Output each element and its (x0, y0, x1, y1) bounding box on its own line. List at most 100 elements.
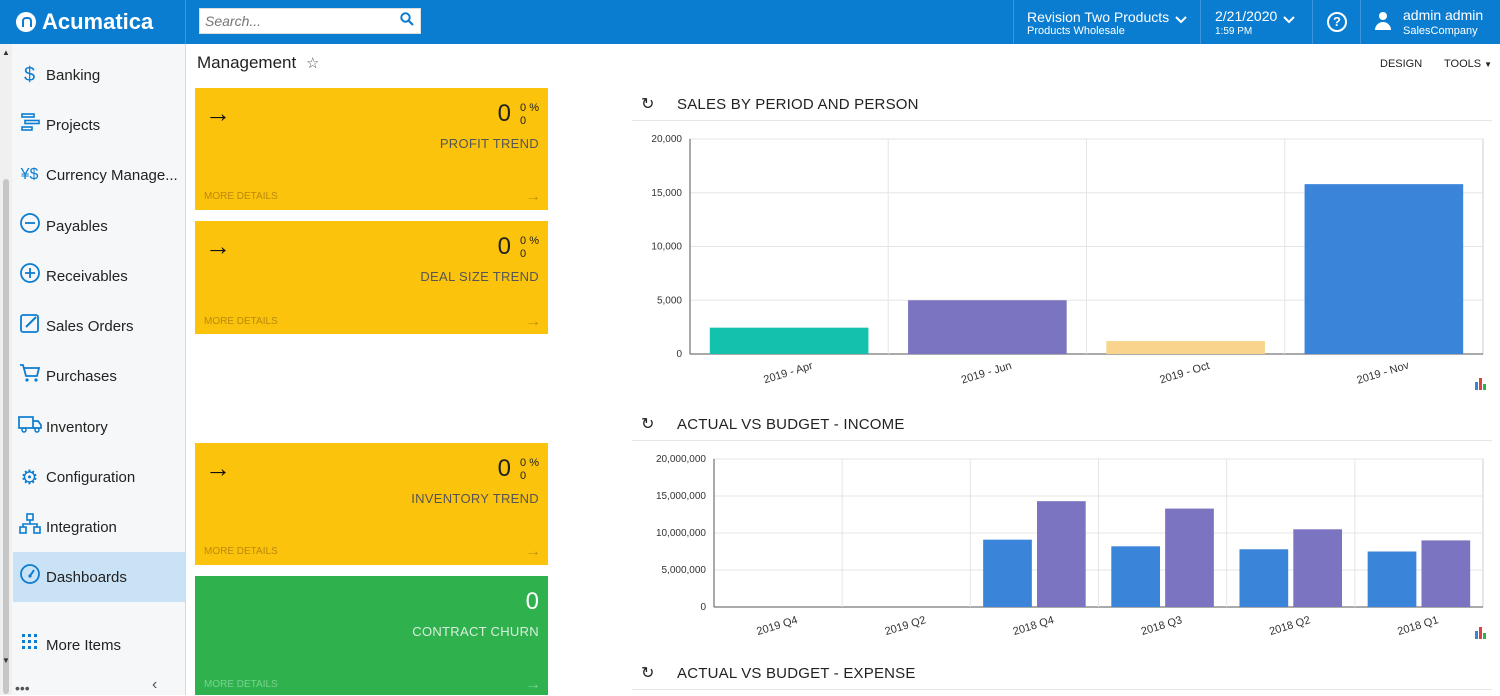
chart-header-sales: ↻ SALES BY PERIOD AND PERSON (641, 94, 919, 114)
company-selector[interactable]: Revision Two Products Products Wholesale (1013, 0, 1200, 44)
sidebar-item-sales-orders[interactable]: Sales Orders (13, 301, 185, 351)
collapse-sidebar-icon[interactable]: ‹ (152, 676, 158, 693)
x-tick-label: 2019 - Nov (1356, 359, 1411, 386)
sidebar-item-label: Dashboards (46, 568, 127, 586)
edit-icon (13, 312, 46, 340)
sidebar-item-dashboards[interactable]: Dashboards (13, 552, 185, 602)
sidebar-item-configuration[interactable]: ⚙ Configuration (13, 452, 185, 502)
arrow-right-icon[interactable]: → (525, 676, 541, 693)
cart-icon (13, 362, 46, 390)
x-tick-label: 2019 - Jun (960, 360, 1013, 387)
search-icon[interactable] (400, 12, 414, 29)
chart-type-icon[interactable] (1475, 627, 1487, 639)
sidebar-item-integration[interactable]: Integration (13, 502, 185, 552)
more-details-link[interactable]: MORE DETAILS (204, 316, 278, 327)
projects-icon (13, 112, 46, 138)
kpi-percent: 0 % 0 (520, 102, 539, 127)
more-details-link[interactable]: MORE DETAILS (204, 679, 278, 690)
design-button[interactable]: DESIGN (1380, 58, 1423, 70)
sidebar-item-projects[interactable]: Projects (13, 100, 185, 150)
sidebar-item-label: Purchases (46, 367, 117, 385)
search-box[interactable] (199, 8, 421, 34)
truck-icon (13, 414, 46, 440)
sidebar-item-banking[interactable]: $ Banking (13, 50, 185, 100)
sales-by-period-chart: 0 5,000 10,000 15,000 20,000 2019 - Apr 2019 -… (651, 134, 1484, 387)
bar (1165, 508, 1214, 607)
chevron-down-icon (1174, 13, 1188, 30)
sidebar-item-purchases[interactable]: Purchases (13, 351, 185, 401)
divider (632, 440, 1492, 441)
dashboard-icon (13, 563, 46, 591)
arrow-right-icon: → (205, 453, 231, 483)
arrow-right-icon[interactable]: → (525, 543, 541, 560)
y-tick-label: 15,000,000 (656, 491, 706, 502)
arrow-right-icon: → (205, 231, 231, 261)
sidebar-item-label: Projects (46, 116, 101, 134)
y-tick-label: 10,000 (651, 242, 682, 253)
y-tick-label: 20,000,000 (656, 454, 706, 465)
scroll-down-icon[interactable]: ▼ (2, 656, 10, 665)
sidebar-item-label: More Items (46, 636, 122, 654)
scroll-up-icon[interactable]: ▲ (2, 48, 10, 57)
kpi-tile-profit-trend[interactable]: → 0 0 % 0 PROFIT TREND MORE DETAILS → (195, 88, 548, 210)
logo-text: Acumatica (42, 9, 154, 34)
arrow-right-icon[interactable]: → (525, 188, 541, 205)
sidebar-item-currency-management[interactable]: ¥$ Currency Manage... (13, 150, 185, 200)
help-button[interactable]: ? (1312, 0, 1360, 44)
x-tick-label: 2019 Q2 (883, 614, 927, 638)
top-bar: Acumatica Revision Two Products Products… (0, 0, 1500, 44)
logo[interactable]: Acumatica (0, 0, 186, 44)
actual-vs-budget-income-chart: 0 5,000,000 10,000,000 15,000,000 20,000,000… (656, 454, 1484, 638)
sidebar-item-label: Configuration (46, 468, 136, 486)
kpi-title: PROFIT TREND (439, 136, 539, 151)
business-date: 2/21/2020 (1215, 8, 1278, 24)
search-input[interactable] (200, 9, 390, 33)
y-tick-label: 5,000,000 (662, 565, 707, 576)
more-details-link[interactable]: MORE DETAILS (204, 546, 278, 557)
tools-menu-button[interactable]: TOOLS ▼ (1444, 58, 1492, 70)
sidebar-item-more-items[interactable]: More Items (13, 620, 185, 670)
kpi-title: INVENTORY TREND (411, 491, 539, 506)
x-tick-label: 2019 - Apr (762, 360, 814, 386)
refresh-icon[interactable]: ↻ (641, 416, 655, 433)
date-selector[interactable]: 2/21/2020 1:59 PM (1200, 0, 1312, 44)
y-tick-label: 5,000 (657, 295, 682, 306)
refresh-icon[interactable]: ↻ (641, 665, 655, 682)
business-time: 1:59 PM (1215, 26, 1253, 37)
sidebar-item-label: Receivables (46, 267, 128, 285)
sidebar-item-receivables[interactable]: Receivables (13, 251, 185, 301)
favorite-star-icon[interactable]: ☆ (306, 55, 320, 72)
more-details-link[interactable]: MORE DETAILS (204, 191, 278, 202)
kpi-tile-deal-size-trend[interactable]: → 0 0 % 0 DEAL SIZE TREND MORE DETAILS → (195, 221, 548, 334)
bar (1367, 551, 1417, 607)
kpi-value: 0 (497, 455, 511, 482)
chart-type-icon[interactable] (1475, 378, 1487, 390)
bar (1239, 549, 1289, 607)
sidebar-item-label: Currency Manage... (46, 166, 178, 184)
kpi-title: DEAL SIZE TREND (420, 269, 539, 284)
x-tick-label: 2018 Q3 (1140, 614, 1184, 638)
sidebar-scrollbar[interactable]: ▲ ▼ (0, 44, 12, 695)
user-menu[interactable]: admin admin SalesCompany (1360, 0, 1500, 44)
kpi-title: CONTRACT CHURN (412, 624, 539, 639)
tools-label: TOOLS (1444, 58, 1482, 70)
bar (709, 327, 869, 354)
integration-icon (13, 513, 46, 541)
help-icon: ? (1327, 12, 1347, 32)
x-tick-label: 2018 Q2 (1268, 614, 1312, 638)
arrow-right-icon[interactable]: → (525, 313, 541, 330)
sidebar-item-inventory[interactable]: Inventory (13, 402, 185, 452)
company-branch: Revision Two Products (1027, 9, 1170, 25)
scrollbar-thumb[interactable] (3, 179, 9, 694)
sidebar-item-payables[interactable]: Payables (13, 201, 185, 251)
bar (1293, 529, 1343, 607)
kpi-percent: 0 % 0 (520, 235, 539, 260)
bar (983, 539, 1032, 607)
kpi-tile-contract-churn[interactable]: 0 CONTRACT CHURN MORE DETAILS → (195, 576, 548, 695)
company-name: Products Wholesale (1027, 25, 1125, 37)
refresh-icon[interactable]: ↻ (641, 96, 655, 113)
user-icon (1375, 12, 1391, 32)
page-title: Management (197, 53, 297, 72)
more-options-icon[interactable]: ••• (15, 680, 30, 696)
kpi-tile-inventory-trend[interactable]: → 0 0 % 0 INVENTORY TREND MORE DETAILS → (195, 443, 548, 565)
